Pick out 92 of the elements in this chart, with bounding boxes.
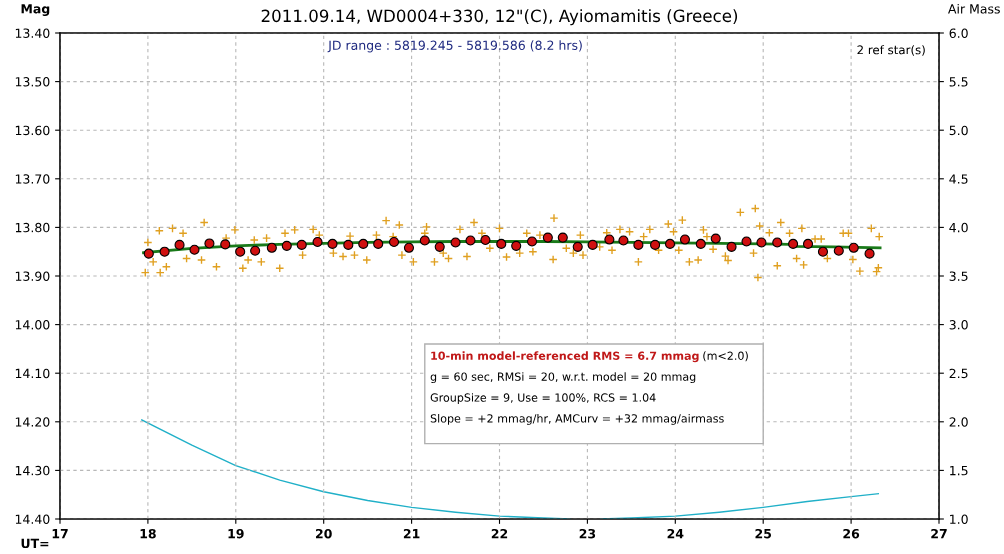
- y2-axis-title: Air Mass: [948, 3, 1000, 14]
- y-tick-label: 13.50: [15, 77, 50, 87]
- x-tick-label: 23: [579, 528, 596, 539]
- point: [403, 242, 415, 253]
- point: [312, 236, 323, 248]
- point: [373, 238, 384, 249]
- point: [587, 239, 598, 250]
- y2-tick-label: 4.0: [949, 222, 968, 233]
- annotation: GroupSize = 9, Use = 100%, RCS = 1.04: [430, 393, 656, 404]
- chart-title: 2011.09.14, WD0004+330, 12"(C), Ayiomamitis (Greece): [261, 9, 738, 26]
- point: [864, 248, 875, 259]
- x-tick-label: 22: [491, 528, 508, 539]
- point: [817, 246, 829, 257]
- point: [604, 234, 615, 245]
- y2-tick-label: 1.5: [950, 466, 968, 476]
- point: [480, 234, 491, 246]
- point: [235, 246, 246, 257]
- x-tick-label: 27: [931, 528, 947, 539]
- point: [204, 238, 215, 249]
- y2-tick-label: 3.0: [949, 320, 968, 330]
- point: [189, 244, 200, 255]
- point: [772, 237, 783, 248]
- point: [296, 239, 307, 250]
- x-tick-label: 26: [843, 528, 860, 539]
- point: [220, 239, 231, 250]
- x-tick-label: 17: [52, 529, 68, 539]
- y-tick-label: 13.80: [15, 222, 50, 233]
- point: [526, 236, 538, 247]
- point: [572, 241, 583, 252]
- x-tick-label: 24: [667, 528, 684, 539]
- point: [848, 242, 859, 253]
- point: [726, 241, 737, 252]
- point: [281, 240, 292, 251]
- point: [419, 235, 430, 246]
- annotation: 10-min model-referenced RMS = 6.7 mmag: [431, 351, 699, 363]
- x-tick-label: 25: [755, 528, 772, 539]
- y2-tick-label: 3.5: [949, 271, 968, 281]
- point: [434, 241, 445, 252]
- x-tick-label: 18: [140, 528, 156, 539]
- y2-tick-label: 4.5: [949, 174, 968, 184]
- point: [358, 238, 369, 249]
- point: [633, 239, 644, 250]
- point: [788, 238, 799, 249]
- y2-tick-label: 5.5: [949, 77, 968, 87]
- point: [388, 236, 400, 248]
- point: [496, 238, 507, 249]
- x-tick-label: 21: [403, 528, 420, 539]
- point: [756, 237, 767, 248]
- y2-tick-label: 5.0: [949, 125, 968, 136]
- point: [327, 238, 338, 249]
- y-tick-label: 13.60: [15, 125, 50, 136]
- x-tick-label: 19: [228, 528, 244, 539]
- point: [679, 234, 691, 245]
- point: [159, 246, 170, 257]
- annotation: JD range : 5819.245 - 5819.586 (8.2 hrs): [327, 40, 582, 53]
- y-tick-label: 14.10: [15, 368, 50, 379]
- annotation: (m<2.0): [703, 351, 748, 362]
- point: [343, 239, 354, 250]
- point: [143, 248, 154, 259]
- point: [664, 238, 676, 249]
- point: [557, 232, 568, 243]
- annotation: g = 60 sec, RMSi = 20, w.r.t. model = 20 mmag: [430, 372, 696, 383]
- x-axis-title: UT=: [21, 538, 49, 549]
- y-tick-label: 14.00: [15, 320, 50, 330]
- point: [250, 245, 261, 256]
- point: [650, 239, 661, 250]
- annotation: 2 ref star(s): [857, 45, 925, 56]
- y2-tick-label: 6.0: [949, 28, 968, 38]
- point: [174, 239, 185, 250]
- annotation: Slope = +2 mmag/hr, AMCurv = +32 mmag/airmass: [430, 414, 724, 425]
- y-tick-label: 14.20: [15, 417, 50, 427]
- point: [450, 237, 461, 248]
- y2-tick-label: 1.0: [950, 514, 968, 524]
- x-tick-label: 20: [315, 528, 332, 539]
- y-tick-label: 13.40: [15, 28, 50, 38]
- point: [511, 240, 522, 251]
- point: [266, 242, 277, 253]
- point: [618, 235, 629, 246]
- y-tick-label: 14.40: [15, 514, 50, 524]
- y2-tick-label: 2.0: [949, 417, 968, 427]
- y-axis-title: Mag: [21, 4, 50, 16]
- y-tick-label: 13.90: [15, 271, 50, 281]
- point: [741, 236, 752, 247]
- point: [710, 233, 721, 244]
- y2-tick-label: 2.5: [949, 368, 968, 379]
- point: [542, 232, 553, 243]
- point: [695, 238, 706, 249]
- point: [833, 245, 844, 256]
- y-tick-label: 13.70: [15, 174, 50, 184]
- y-tick-label: 14.30: [15, 465, 50, 476]
- point: [465, 235, 476, 246]
- point: [802, 238, 814, 249]
